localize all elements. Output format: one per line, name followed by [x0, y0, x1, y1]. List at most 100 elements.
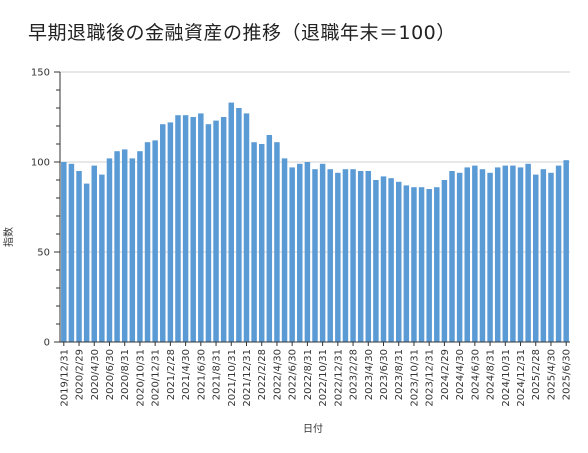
bar — [525, 163, 531, 342]
x-tick-label: 2020/10/31 — [135, 349, 146, 407]
bar — [350, 169, 356, 342]
x-tick-label: 2025/4/30 — [546, 349, 557, 400]
bar — [502, 165, 509, 342]
bar — [167, 122, 174, 343]
x-tick-label: 2020/12/31 — [151, 349, 162, 407]
bar — [68, 163, 75, 342]
x-tick-label: 2024/8/31 — [486, 349, 497, 400]
bar — [403, 185, 410, 342]
bar — [274, 142, 280, 342]
y-axis-title: 指数 — [2, 227, 15, 247]
bar — [106, 158, 113, 342]
bar — [441, 180, 448, 342]
x-tick-label: 2021/8/31 — [212, 349, 223, 400]
bar — [175, 115, 181, 342]
bar — [434, 187, 440, 342]
x-tick-label: 2023/2/28 — [349, 349, 360, 400]
bar — [411, 187, 417, 342]
bar — [319, 163, 326, 342]
bar — [388, 178, 394, 342]
bar — [479, 169, 486, 342]
bar — [517, 167, 524, 342]
bar — [61, 162, 67, 342]
x-tick-label: 2020/8/31 — [120, 349, 131, 400]
chart-title: 早期退職後の金融資産の推移（退職年末＝100） — [28, 22, 456, 44]
x-tick-label: 2024/6/30 — [470, 349, 481, 400]
y-tick-label: 50 — [37, 248, 50, 259]
bar — [129, 158, 136, 342]
bar — [266, 135, 273, 342]
bar — [190, 117, 196, 342]
x-tick-label: 2022/2/28 — [257, 349, 268, 400]
x-tick-label: 2021/2/28 — [166, 349, 177, 400]
bar — [137, 151, 143, 342]
x-tick-label: 2023/4/30 — [364, 349, 375, 400]
bar — [304, 162, 311, 342]
x-tick-label: 2021/12/31 — [242, 349, 253, 407]
x-tick-label: 2022/6/30 — [288, 349, 299, 400]
bar — [395, 181, 402, 342]
bar — [464, 167, 470, 342]
bars — [61, 102, 569, 343]
x-tick-label: 2024/10/31 — [501, 349, 512, 407]
bar — [236, 108, 242, 342]
bar — [540, 169, 547, 342]
x-tick-label: 2024/4/30 — [455, 349, 466, 400]
bar — [99, 174, 105, 342]
bar — [357, 171, 364, 342]
bar — [449, 171, 455, 342]
bar — [312, 169, 318, 342]
bar — [121, 149, 128, 342]
x-tick-label: 2023/10/31 — [409, 349, 420, 407]
y-tick-label: 100 — [31, 158, 50, 169]
bar — [533, 174, 539, 342]
bar — [289, 167, 295, 342]
x-tick-label: 2023/8/31 — [394, 349, 405, 400]
x-tick-labels: 2019/12/31 2020/2/29 2020/4/30 2020/6/30 202… — [59, 342, 573, 407]
bar — [205, 124, 212, 342]
bar — [228, 102, 235, 342]
x-tick-label: 2023/6/30 — [379, 349, 390, 400]
y-tick-label: 0 — [44, 338, 50, 349]
x-tick-label: 2021/4/30 — [181, 349, 192, 400]
x-tick-label: 2022/4/30 — [272, 349, 283, 400]
bar — [510, 165, 516, 342]
x-tick-label: 2022/10/31 — [318, 349, 329, 407]
x-tick-label: 2019/12/31 — [59, 349, 70, 407]
bar — [472, 165, 478, 342]
bar — [426, 189, 432, 342]
bar — [555, 165, 562, 342]
x-tick-label: 2025/6/30 — [562, 349, 573, 400]
bar — [335, 172, 341, 342]
bar — [91, 165, 97, 342]
x-tick-label: 2021/10/31 — [227, 349, 238, 407]
bar — [258, 144, 265, 342]
bar — [327, 169, 333, 342]
bar — [213, 120, 219, 342]
bar — [342, 169, 349, 342]
x-tick-label: 2020/2/29 — [75, 349, 86, 400]
bar — [198, 113, 204, 343]
bar — [220, 117, 227, 342]
bar — [243, 113, 250, 343]
bar — [83, 183, 90, 342]
bar — [144, 142, 151, 342]
x-axis-title: 日付 — [303, 422, 323, 435]
axes — [54, 71, 570, 343]
x-tick-label: 2023/12/31 — [425, 349, 436, 407]
bar — [418, 187, 425, 342]
x-tick-label: 2021/6/30 — [196, 349, 207, 400]
y-tick-labels: 0 50 100 150 — [31, 68, 50, 349]
bar — [281, 158, 288, 342]
bar — [114, 151, 120, 342]
bar — [365, 171, 372, 342]
x-tick-label: 2024/2/29 — [440, 349, 451, 400]
bar — [152, 140, 158, 342]
bar — [563, 160, 569, 342]
bar — [494, 167, 501, 342]
bar — [373, 180, 379, 342]
bar — [548, 172, 554, 342]
bar — [487, 172, 493, 342]
x-tick-label: 2020/4/30 — [90, 349, 101, 400]
